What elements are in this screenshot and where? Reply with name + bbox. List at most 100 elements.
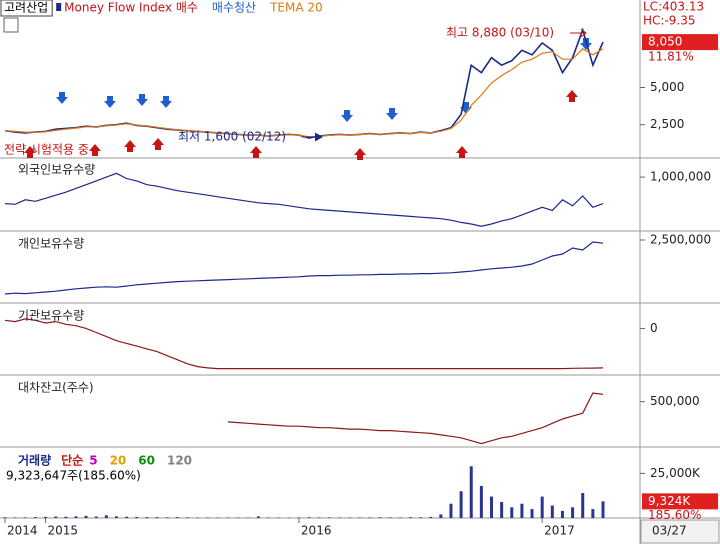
volume-bar bbox=[591, 509, 595, 518]
x-tick-label: 2014 bbox=[7, 524, 38, 538]
series-line bbox=[4, 48, 604, 138]
y-tick-label: 5,000 bbox=[650, 80, 684, 94]
volume-bar bbox=[23, 517, 27, 518]
settings-icon[interactable] bbox=[3, 17, 19, 33]
volume-bar bbox=[348, 517, 352, 519]
volume-bar bbox=[104, 515, 108, 518]
volume-bar bbox=[256, 516, 260, 518]
y-tick-label: 2,500,000 bbox=[650, 233, 711, 247]
volume-bar bbox=[175, 517, 179, 518]
last-volume-badge bbox=[642, 493, 718, 510]
volume-bar bbox=[530, 509, 534, 518]
volume-bar bbox=[550, 505, 554, 518]
volume-bar bbox=[287, 517, 291, 519]
stock-name-box bbox=[0, 0, 53, 17]
volume-bar bbox=[479, 485, 483, 518]
y-tick-label: 500,000 bbox=[650, 394, 700, 408]
volume-bar bbox=[601, 501, 605, 518]
volume-bar bbox=[571, 507, 575, 518]
volume-bar bbox=[246, 517, 250, 519]
volume-bar bbox=[3, 517, 7, 518]
volume-bar bbox=[398, 517, 402, 518]
y-tick-label: 1,000,000 bbox=[650, 170, 711, 184]
x-tick-label: 2017 bbox=[544, 524, 575, 538]
volume-bar bbox=[33, 517, 37, 518]
volume-bar bbox=[165, 517, 169, 518]
volume-bar bbox=[114, 516, 118, 518]
high-arrow bbox=[570, 28, 587, 38]
status-annotation: 전략 시험적용 중 bbox=[4, 143, 89, 157]
volume-text: 9,323,647주(185.60%) bbox=[6, 469, 141, 483]
volume-bar bbox=[236, 517, 240, 519]
volume-bar bbox=[13, 517, 17, 518]
volume-bar bbox=[307, 517, 311, 518]
volume-bar bbox=[84, 515, 88, 518]
ma-legend: 120 bbox=[167, 454, 192, 468]
volume-bar bbox=[408, 517, 412, 518]
volume-bar bbox=[267, 517, 271, 518]
last-date: 03/27 bbox=[652, 524, 687, 538]
series-line bbox=[4, 318, 604, 370]
panel-title: 외국인보유수량 bbox=[18, 163, 95, 177]
last-price-label: 8,050 bbox=[648, 35, 682, 49]
volume-bar bbox=[388, 517, 392, 518]
last-volume-label: 9,324K bbox=[648, 494, 691, 508]
volume-bar bbox=[196, 517, 200, 518]
last-price-badge bbox=[642, 34, 718, 51]
volume-bar bbox=[449, 503, 453, 518]
volume-bar bbox=[337, 517, 341, 518]
volume-bar bbox=[64, 516, 68, 518]
legend-label: Money Flow Index 매수 bbox=[64, 1, 198, 15]
volume-bar bbox=[125, 516, 129, 518]
volume-bar bbox=[94, 516, 98, 518]
volume-bar bbox=[368, 517, 372, 518]
volume-bar bbox=[560, 510, 564, 518]
legend-label: 매수청산 bbox=[212, 1, 256, 15]
volume-bar bbox=[145, 517, 149, 518]
volume-bar bbox=[135, 516, 139, 518]
volume-bar bbox=[510, 507, 514, 518]
date-box bbox=[640, 519, 720, 544]
y-tick-label: 2,500 bbox=[650, 117, 684, 131]
volume-bar bbox=[540, 496, 544, 518]
panel-title: 거래량 bbox=[18, 453, 51, 468]
volume-bar bbox=[439, 514, 443, 518]
volume-bar bbox=[500, 501, 504, 518]
volume-bar bbox=[581, 493, 585, 518]
high-annotation: 최고 8,880 (03/10) bbox=[446, 26, 554, 40]
series-line bbox=[4, 241, 604, 295]
y-tick-label: 0 bbox=[650, 321, 658, 335]
change-label: 11.81% bbox=[648, 50, 694, 64]
series-line bbox=[4, 172, 604, 227]
volume-bar bbox=[226, 517, 230, 518]
volume-bar bbox=[54, 516, 58, 518]
low-arrow bbox=[302, 132, 324, 142]
volume-bar bbox=[459, 491, 463, 518]
volume-bar bbox=[216, 517, 220, 519]
volume-bar bbox=[297, 517, 301, 518]
volume-bar bbox=[155, 517, 159, 518]
y-tick-label: 25,000K bbox=[650, 466, 701, 480]
legend-label: TEMA 20 bbox=[269, 1, 323, 15]
panel-title: 대차잔고(주수) bbox=[18, 381, 94, 395]
stock-name: 고려산업 bbox=[4, 1, 48, 15]
volume-bar bbox=[429, 516, 433, 518]
low-annotation: 최저 1,600 (02/12) bbox=[178, 130, 286, 144]
volume-bar bbox=[317, 517, 321, 518]
ma-legend: 60 bbox=[138, 454, 155, 468]
panel-title: 개인보유수량 bbox=[18, 237, 84, 251]
volume-bar bbox=[419, 517, 423, 518]
volume-bar bbox=[327, 517, 331, 518]
ma-label: 단순 bbox=[61, 453, 83, 468]
volume-bar bbox=[206, 517, 210, 518]
x-tick-label: 2016 bbox=[301, 524, 332, 538]
volume-bar bbox=[520, 503, 524, 518]
volume-bar bbox=[185, 517, 189, 518]
panel-title: 기관보유수량 bbox=[18, 309, 84, 323]
legend-swatch bbox=[56, 3, 62, 11]
volume-bar bbox=[44, 516, 48, 518]
volume-ratio: 185.60% bbox=[648, 508, 701, 522]
x-tick-label: 2015 bbox=[48, 524, 79, 538]
